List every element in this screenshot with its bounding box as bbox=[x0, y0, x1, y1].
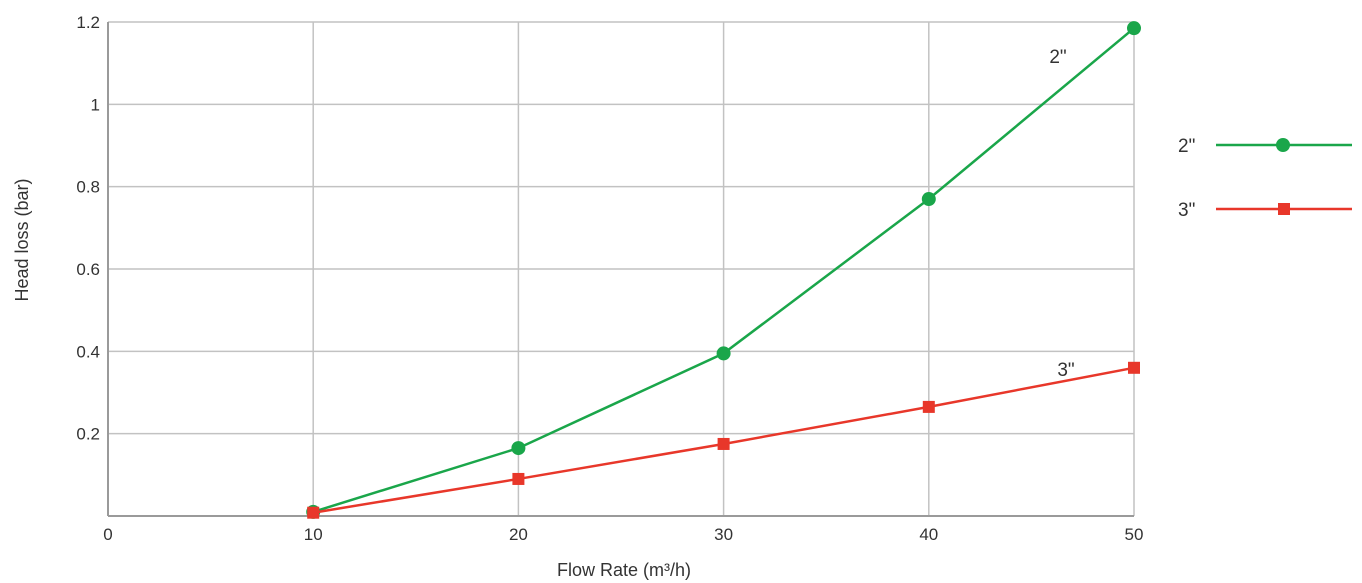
legend-label: 3" bbox=[1178, 200, 1195, 221]
x-tick-label: 30 bbox=[714, 525, 733, 544]
legend-label: 2" bbox=[1178, 136, 1195, 157]
data-point bbox=[1128, 361, 1140, 374]
y-tick-label: 0.2 bbox=[76, 425, 100, 444]
x-tick-labels: 0 10 20 30 40 50 bbox=[103, 525, 1143, 544]
x-axis-label: Flow Rate (m³/h) bbox=[557, 560, 691, 580]
legend-marker bbox=[1276, 138, 1290, 152]
x-tick-label: 40 bbox=[919, 525, 938, 544]
legend-item: 2" bbox=[1178, 136, 1352, 157]
series-label: 3" bbox=[1057, 360, 1074, 381]
legend-marker bbox=[1278, 203, 1290, 215]
x-tick-label: 20 bbox=[509, 525, 528, 544]
data-point bbox=[1127, 21, 1141, 36]
y-tick-labels: 0.2 0.4 0.6 0.8 1 1.2 bbox=[76, 13, 100, 444]
y-axis-label: Head loss (bar) bbox=[12, 178, 32, 301]
data-point bbox=[921, 192, 936, 207]
series-label: 2" bbox=[1049, 47, 1066, 68]
axes bbox=[107, 22, 1134, 517]
data-point bbox=[922, 400, 935, 413]
data-point bbox=[511, 441, 526, 456]
data-point bbox=[512, 472, 525, 485]
series-labels: 2" 3" bbox=[1049, 47, 1074, 381]
y-tick-label: 1.2 bbox=[76, 13, 100, 32]
y-tick-label: 0.6 bbox=[76, 260, 100, 279]
y-tick-label: 0.8 bbox=[76, 178, 100, 197]
grid bbox=[108, 21, 1135, 516]
series-2 bbox=[307, 361, 1140, 519]
x-tick-label: 10 bbox=[304, 525, 323, 544]
series-1 bbox=[306, 21, 1141, 519]
y-tick-label: 0.4 bbox=[76, 342, 100, 361]
x-tick-label: 0 bbox=[103, 525, 112, 544]
series-group bbox=[306, 21, 1141, 519]
legend-item: 3" bbox=[1178, 200, 1352, 221]
y-tick-label: 1 bbox=[91, 95, 100, 114]
data-point bbox=[717, 437, 730, 450]
data-point bbox=[716, 346, 731, 361]
data-point bbox=[307, 506, 320, 519]
legend: 2" 3" bbox=[1178, 136, 1352, 221]
x-tick-label: 50 bbox=[1125, 525, 1144, 544]
